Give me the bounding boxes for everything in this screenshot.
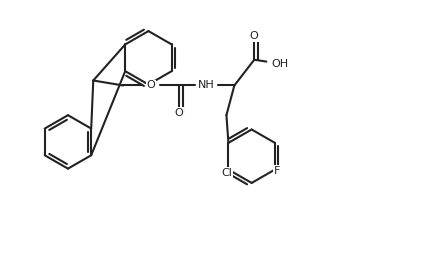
Text: O: O [250,31,258,41]
Text: NH: NH [198,80,215,91]
Text: F: F [274,166,280,176]
Text: O: O [174,108,183,118]
Text: Cl: Cl [221,168,232,177]
Text: O: O [147,80,155,91]
Text: OH: OH [272,59,289,69]
